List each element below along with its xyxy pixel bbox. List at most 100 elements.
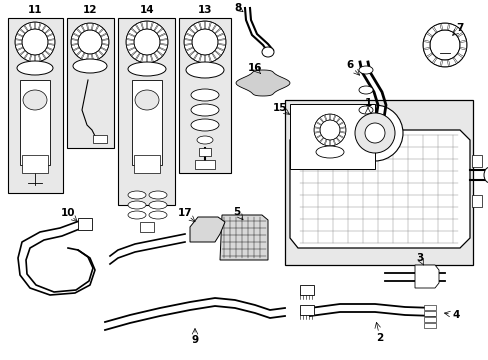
Polygon shape: [92, 23, 98, 31]
Ellipse shape: [197, 136, 213, 144]
Polygon shape: [82, 53, 87, 61]
Polygon shape: [45, 48, 53, 55]
Polygon shape: [189, 51, 197, 59]
Polygon shape: [423, 49, 431, 57]
Polygon shape: [338, 122, 345, 128]
Polygon shape: [336, 118, 343, 125]
Polygon shape: [39, 53, 45, 61]
Polygon shape: [453, 54, 462, 63]
Ellipse shape: [483, 167, 488, 183]
Polygon shape: [330, 140, 334, 146]
Polygon shape: [190, 217, 224, 242]
Polygon shape: [320, 138, 325, 145]
Polygon shape: [414, 265, 438, 288]
Ellipse shape: [358, 86, 372, 94]
Polygon shape: [441, 23, 447, 30]
Polygon shape: [316, 118, 323, 125]
Polygon shape: [338, 132, 345, 138]
Ellipse shape: [191, 119, 219, 131]
Text: 12: 12: [82, 5, 97, 15]
Polygon shape: [71, 40, 78, 44]
Polygon shape: [423, 41, 429, 49]
Polygon shape: [194, 22, 201, 31]
Text: 15: 15: [272, 103, 286, 113]
Polygon shape: [15, 44, 23, 50]
Polygon shape: [208, 22, 215, 31]
Polygon shape: [73, 29, 81, 36]
Polygon shape: [87, 23, 92, 30]
Ellipse shape: [149, 201, 167, 209]
Polygon shape: [314, 122, 321, 128]
Polygon shape: [99, 29, 106, 36]
Polygon shape: [128, 48, 137, 55]
Polygon shape: [325, 114, 329, 121]
Text: 11: 11: [28, 5, 42, 15]
Polygon shape: [330, 114, 334, 121]
Text: 4: 4: [451, 310, 459, 320]
Ellipse shape: [23, 90, 47, 110]
Polygon shape: [157, 29, 165, 36]
Ellipse shape: [262, 47, 273, 57]
Polygon shape: [17, 29, 25, 36]
Polygon shape: [433, 58, 441, 66]
Bar: [67, 18, 114, 148]
Polygon shape: [423, 33, 431, 41]
Ellipse shape: [128, 62, 165, 76]
Polygon shape: [217, 44, 225, 50]
Polygon shape: [159, 44, 167, 50]
Polygon shape: [96, 51, 103, 59]
Polygon shape: [71, 34, 79, 40]
Polygon shape: [151, 53, 158, 62]
Polygon shape: [39, 23, 45, 31]
Polygon shape: [20, 26, 28, 33]
Bar: [289, 104, 374, 169]
Ellipse shape: [358, 66, 372, 74]
Text: 7: 7: [455, 23, 463, 33]
Text: 1: 1: [364, 98, 371, 108]
Ellipse shape: [128, 201, 146, 209]
Polygon shape: [427, 27, 435, 36]
Polygon shape: [215, 48, 224, 55]
Polygon shape: [77, 25, 84, 33]
Ellipse shape: [128, 191, 146, 199]
Polygon shape: [154, 51, 162, 59]
Ellipse shape: [128, 211, 146, 219]
Polygon shape: [102, 40, 109, 44]
Bar: [423, 323, 435, 328]
Text: 5: 5: [233, 207, 240, 217]
Ellipse shape: [191, 89, 219, 101]
Polygon shape: [128, 29, 137, 36]
Polygon shape: [126, 34, 135, 40]
Polygon shape: [45, 29, 53, 36]
Circle shape: [422, 23, 466, 67]
Polygon shape: [184, 34, 193, 40]
Polygon shape: [20, 51, 28, 59]
Polygon shape: [336, 135, 343, 142]
Bar: [118, 18, 175, 205]
Polygon shape: [35, 22, 40, 30]
Polygon shape: [184, 44, 193, 50]
Polygon shape: [333, 115, 339, 122]
Polygon shape: [218, 40, 225, 44]
Text: 2: 2: [376, 333, 383, 343]
Bar: [8, 18, 63, 193]
Bar: [78, 218, 92, 230]
Polygon shape: [101, 34, 108, 40]
Circle shape: [364, 123, 384, 143]
Polygon shape: [205, 21, 210, 30]
Polygon shape: [154, 25, 162, 33]
Polygon shape: [471, 195, 481, 207]
Polygon shape: [160, 40, 167, 44]
Polygon shape: [186, 48, 195, 55]
Text: 16: 16: [247, 63, 262, 73]
Polygon shape: [453, 27, 462, 36]
Polygon shape: [157, 48, 165, 55]
Text: 14: 14: [140, 5, 154, 15]
Polygon shape: [159, 34, 167, 40]
Bar: [22, 155, 48, 173]
Polygon shape: [427, 54, 435, 63]
Polygon shape: [136, 22, 142, 31]
Polygon shape: [87, 54, 92, 61]
Polygon shape: [131, 25, 140, 33]
Bar: [20, 80, 50, 165]
